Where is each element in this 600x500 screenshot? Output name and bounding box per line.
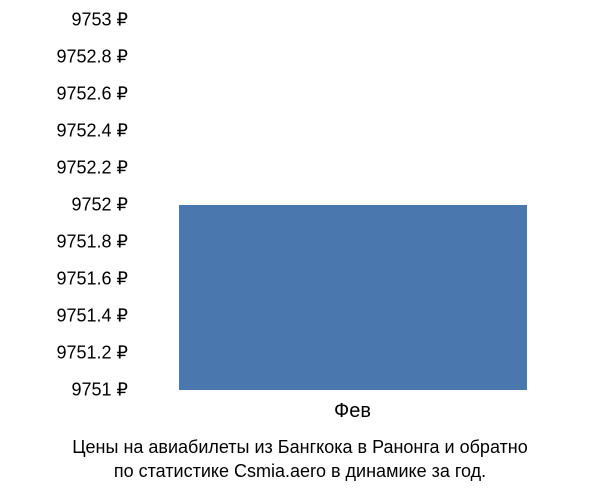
y-tick-label: 9753 ₽ <box>72 10 129 31</box>
y-tick-label: 9752.8 ₽ <box>56 47 128 68</box>
y-tick-label: 9752 ₽ <box>72 195 129 216</box>
y-tick-label: 9751.6 ₽ <box>56 269 128 290</box>
y-tick-label: 9752.2 ₽ <box>56 158 128 179</box>
caption-line-1: Цены на авиабилеты из Бангкока в Ранонга… <box>0 435 600 459</box>
y-tick-label: 9751 ₽ <box>72 380 129 401</box>
y-tick-label: 9751.2 ₽ <box>56 343 128 364</box>
bar <box>179 205 527 390</box>
caption-line-2: по статистике Csmia.aero в динамике за г… <box>0 459 600 483</box>
price-chart: 9753 ₽ 9752.8 ₽ 9752.6 ₽ 9752.4 ₽ 9752.2 ₽ 97… <box>0 0 600 500</box>
y-tick-label: 9751.8 ₽ <box>56 232 128 253</box>
y-tick-label: 9752.6 ₽ <box>56 84 128 105</box>
y-tick-label: 9752.4 ₽ <box>56 121 128 142</box>
x-tick-label: Фев <box>334 400 371 423</box>
y-tick-label: 9751.4 ₽ <box>56 306 128 327</box>
chart-caption: Цены на авиабилеты из Бангкока в Ранонга… <box>0 435 600 484</box>
